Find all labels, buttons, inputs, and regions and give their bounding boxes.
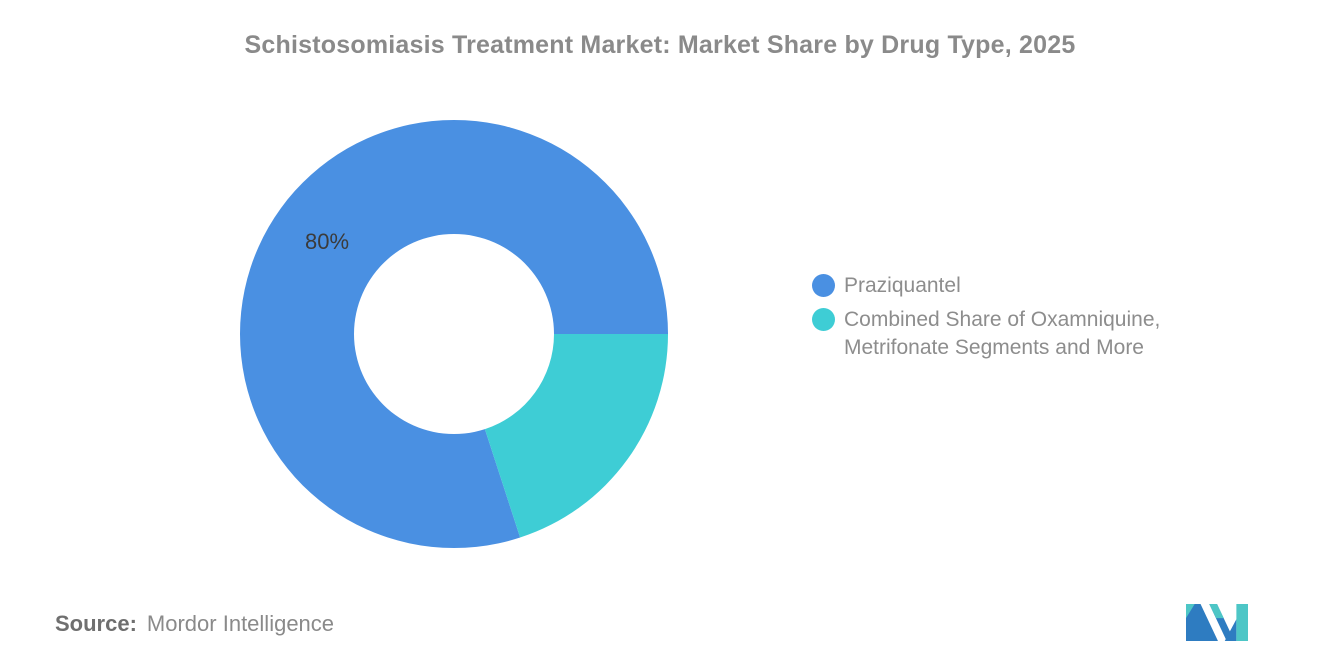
logo-corner-accent	[1186, 604, 1195, 619]
source-label: Source:	[55, 611, 137, 636]
legend-swatch-combined-share	[812, 308, 835, 331]
legend-swatch-praziquantel	[812, 274, 835, 297]
source-value: Mordor Intelligence	[146, 611, 335, 636]
pie-slice-praziquantel	[239, 120, 668, 549]
donut-chart: 80%	[239, 120, 668, 549]
chart-title: Schistosomiasis Treatment Market: Market…	[244, 31, 1076, 59]
logo-right-triangle	[1224, 619, 1237, 641]
legend-item-combined-share: Combined Share of Oxamniquine, Metrifona…	[812, 306, 1196, 362]
mordor-intelligence-logo	[1186, 604, 1248, 641]
logo-left-stroke	[1186, 604, 1218, 641]
legend-label-praziquantel: Praziquantel	[844, 274, 961, 297]
logo-middle-accent	[1209, 604, 1224, 619]
legend-label-combined-share: Combined Share of Oxamniquine, Metrifona…	[844, 308, 1161, 359]
legend-item-praziquantel: Praziquantel	[812, 272, 1196, 300]
pie-slice-combined	[484, 334, 668, 538]
slice-data-label: 80%	[305, 229, 349, 254]
legend: Praziquantel Combined Share of Oxamniqui…	[812, 272, 1196, 362]
logo-right-bar	[1236, 604, 1248, 641]
source-line: Source: Mordor Intelligence	[55, 611, 334, 637]
